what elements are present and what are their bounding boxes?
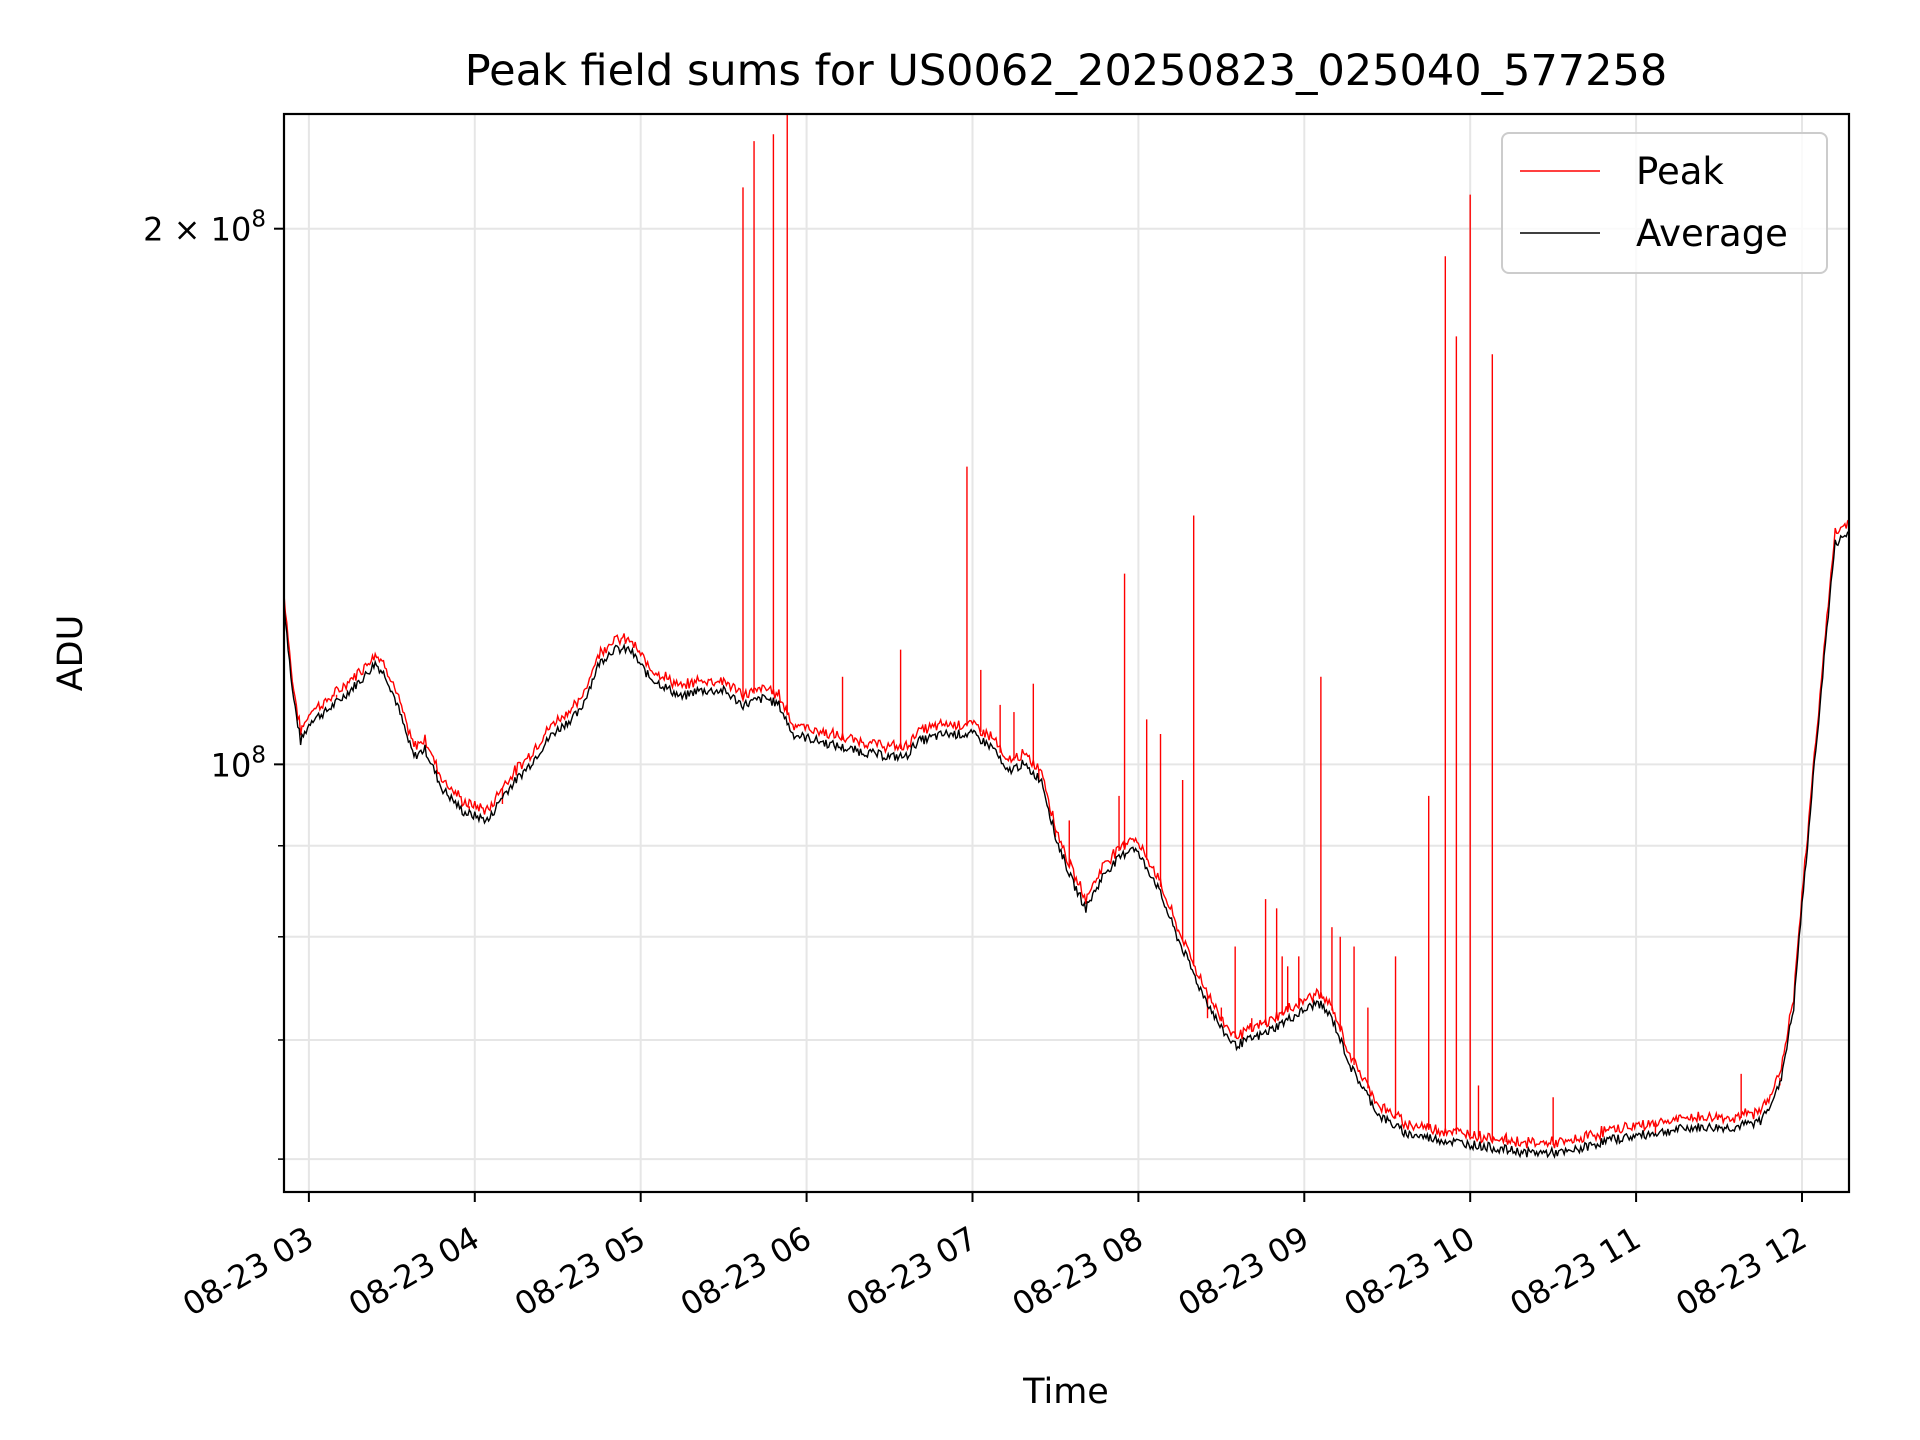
y-tick-label: 2 × 108 xyxy=(143,207,266,249)
y-axis: 108 2 × 108 xyxy=(143,207,284,1160)
average-series-line xyxy=(283,530,1850,1160)
plot-area xyxy=(283,114,1850,1160)
y-tick-label: 108 xyxy=(211,742,266,784)
y-axis-label: ADU xyxy=(51,615,91,692)
legend-label-average: Average xyxy=(1636,212,1788,255)
x-axis-label: Time xyxy=(1022,1372,1109,1412)
legend-label-peak: Peak xyxy=(1636,150,1724,193)
axes-frame xyxy=(282,112,1851,1194)
legend: Peak Average xyxy=(1501,132,1828,274)
peak-series-line xyxy=(283,519,1850,1149)
legend-box xyxy=(1501,132,1828,274)
chart-title: Peak field sums for US0062_20250823_0250… xyxy=(465,46,1668,96)
